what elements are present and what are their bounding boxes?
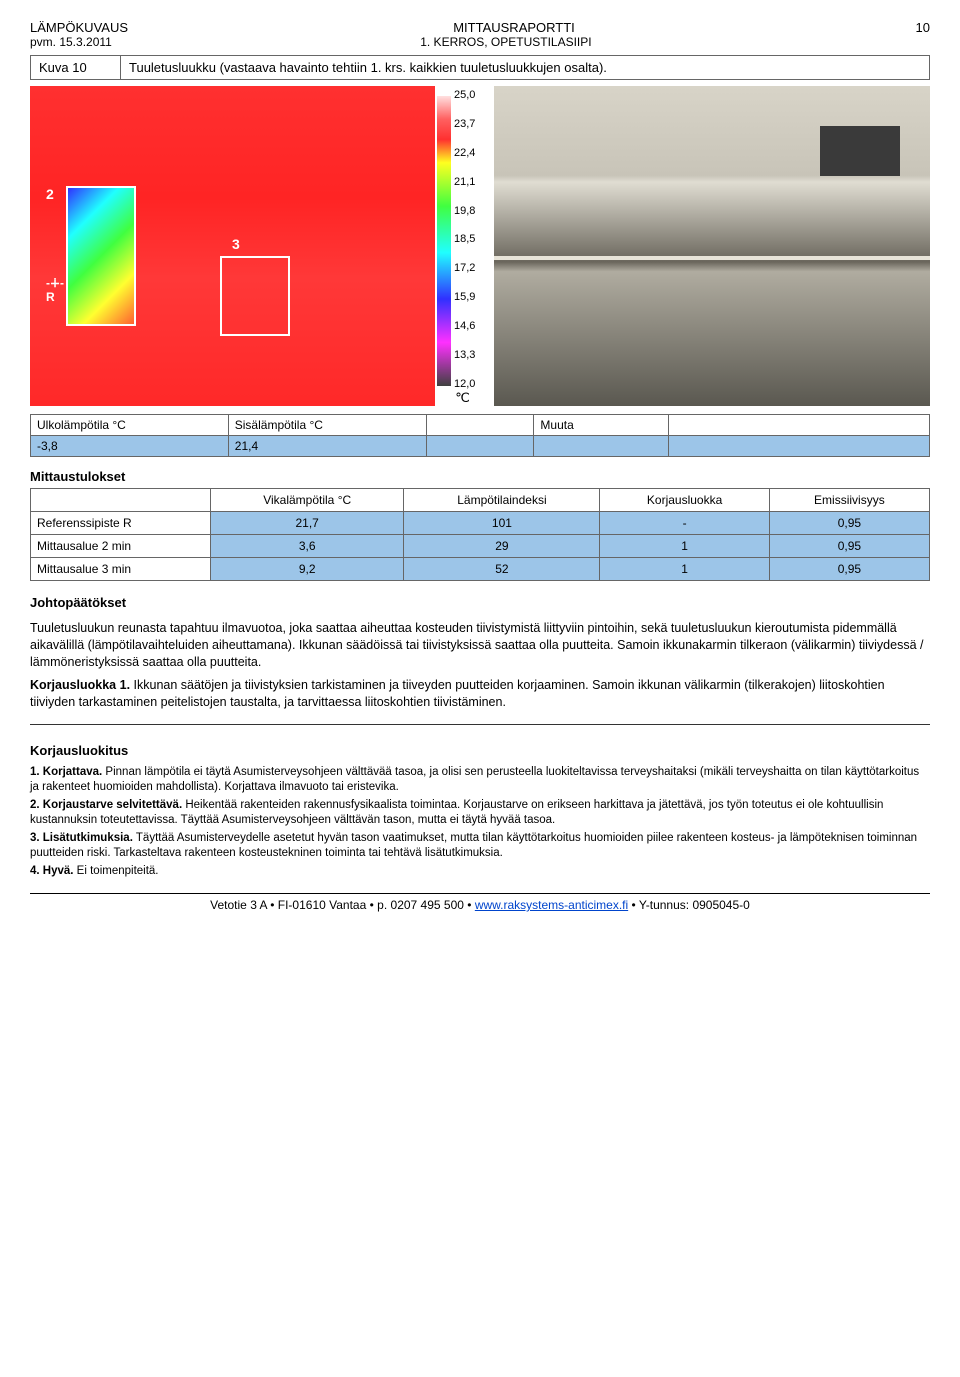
meta-indoor-value: 21,4 [228,436,426,457]
thermal-image: 2 3 -∔-R [30,86,435,406]
classification-item: 1. Korjattava. Pinnan lämpötila ei täytä… [30,765,930,795]
classification-heading: Korjausluokitus [30,739,930,762]
header-date: pvm. 15.3.2011 [30,35,112,49]
conclusions-heading: Johtopäätökset [30,591,930,614]
page-number: 10 [900,20,930,35]
conclusions-paragraph-1: Tuuletusluukun reunasta tapahtuu ilmavuo… [30,620,930,671]
repair-class-bold: Korjausluokka 1. [30,678,130,692]
meta-indoor-label: Sisälämpötila °C [228,415,426,436]
scale-unit: ℃ [437,390,488,406]
meta-outdoor-label: Ulkolämpötila °C [31,415,229,436]
conclusions-paragraph-2: Korjausluokka 1. Ikkunan säätöjen ja tii… [30,677,930,711]
footer-divider [30,893,930,894]
thermal-marker-2: 2 [46,186,54,202]
thermal-marker-r: -∔-R [46,276,64,304]
meta-other-label: Muuta [534,415,669,436]
table-row: Mittausalue 3 min 9,2 52 1 0,95 [31,558,930,581]
header-center-title: MITTAUSRAPORTTI [128,20,900,35]
figure-caption: Tuuletusluukku (vastaava havainto tehtii… [121,56,929,79]
classification-item: 3. Lisätutkimuksia. Täyttää Asumistervey… [30,831,930,861]
classification-item: 4. Hyvä. Ei toimenpiteitä. [30,864,930,879]
classification-item: 2. Korjaustarve selvitettävä. Heikentää … [30,798,930,828]
page-footer: Vetotie 3 A • FI-01610 Vantaa • p. 0207 … [30,898,930,912]
figure-number: Kuva 10 [31,56,121,79]
images-row: 2 3 -∔-R 25,0 23,7 22,4 21,1 19,8 18,5 1… [30,86,930,406]
results-heading: Mittaustulokset [30,465,930,488]
col-korjausluokka: Korjausluokka [600,489,769,512]
table-row: Referenssipiste R 21,7 101 - 0,95 [31,512,930,535]
col-lampotilaindeksi: Lämpötilaindeksi [404,489,600,512]
footer-link[interactable]: www.raksystems-anticimex.fi [475,898,628,912]
col-emissiivisyys: Emissiivisyys [769,489,929,512]
scale-labels: 25,0 23,7 22,4 21,1 19,8 18,5 17,2 15,9 … [451,90,475,390]
header-left-title: LÄMPÖKUVAUS [30,20,128,35]
reference-photo [494,86,930,406]
thermal-scale: 25,0 23,7 22,4 21,1 19,8 18,5 17,2 15,9 … [435,86,490,406]
scale-gradient [437,96,451,386]
table-row: Mittausalue 2 min 3,6 29 1 0,95 [31,535,930,558]
results-table: Vikalämpötila °C Lämpötilaindeksi Korjau… [30,488,930,581]
header-location: 1. KERROS, OPETUSTILASIIPI [112,35,900,49]
figure-title-row: Kuva 10 Tuuletusluukku (vastaava havaint… [30,55,930,80]
section-divider [30,724,930,725]
meta-other-value [534,436,669,457]
meta-table: Ulkolämpötila °C Sisälämpötila °C Muuta … [30,414,930,457]
col-vikalampotila: Vikalämpötila °C [211,489,404,512]
thermal-marker-3: 3 [232,236,240,252]
meta-outdoor-value: -3,8 [31,436,229,457]
